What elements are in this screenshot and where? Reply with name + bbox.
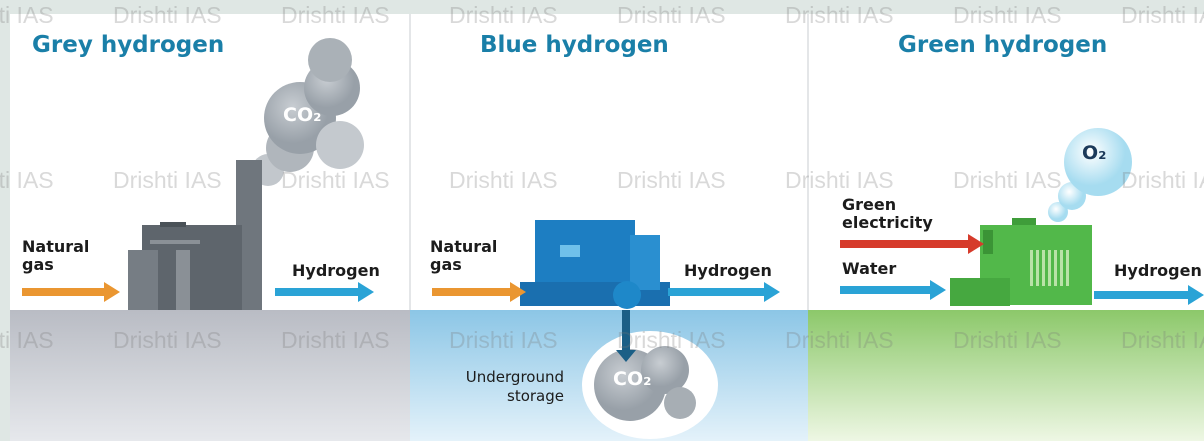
input-label: Natural gas xyxy=(430,238,520,274)
watermark: Drishti IAS xyxy=(0,167,54,194)
emission-label: CO₂ xyxy=(283,104,321,126)
diagram xyxy=(0,0,1204,441)
watermark: Drishti IAS xyxy=(281,2,390,29)
input-label: Natural gas xyxy=(22,238,112,274)
panel-title: Green hydrogen xyxy=(898,32,1107,58)
panel-title: Grey hydrogen xyxy=(32,32,224,58)
emission-label: CO₂ xyxy=(613,368,651,390)
output-label: Hydrogen xyxy=(1114,262,1202,280)
watermark: Drishti IAS xyxy=(113,327,222,354)
watermark: Drishti IAS xyxy=(449,327,558,354)
watermark: Drishti IAS xyxy=(1121,167,1204,194)
watermark: Drishti IAS xyxy=(617,167,726,194)
watermark: Drishti IAS xyxy=(0,2,54,29)
emission-label: O₂ xyxy=(1082,142,1106,164)
watermark: Drishti IAS xyxy=(785,2,894,29)
output-label: Hydrogen xyxy=(684,262,772,280)
panel-title: Blue hydrogen xyxy=(480,32,669,58)
watermark: Drishti IAS xyxy=(0,327,54,354)
watermark: Drishti IAS xyxy=(785,327,894,354)
watermark: Drishti IAS xyxy=(785,167,894,194)
watermark: Drishti IAS xyxy=(1121,2,1204,29)
watermark: Drishti IAS xyxy=(113,2,222,29)
watermark: Drishti IAS xyxy=(449,167,558,194)
watermark: Drishti IAS xyxy=(953,167,1062,194)
storage-label: Underground storage xyxy=(440,368,564,406)
watermark: Drishti IAS xyxy=(281,327,390,354)
watermark: Drishti IAS xyxy=(953,2,1062,29)
watermark: Drishti IAS xyxy=(1121,327,1204,354)
input-label: Water xyxy=(842,260,896,278)
output-label: Hydrogen xyxy=(292,262,380,280)
watermark: Drishti IAS xyxy=(281,167,390,194)
input-label: Green electricity xyxy=(842,196,952,232)
watermark: Drishti IAS xyxy=(113,167,222,194)
watermark: Drishti IAS xyxy=(449,2,558,29)
watermark: Drishti IAS xyxy=(953,327,1062,354)
page: Drishti IAS Drishti IAS Drishti IAS Drishti… xyxy=(0,0,1204,441)
watermark: Drishti IAS xyxy=(617,327,726,354)
watermark: Drishti IAS xyxy=(617,2,726,29)
